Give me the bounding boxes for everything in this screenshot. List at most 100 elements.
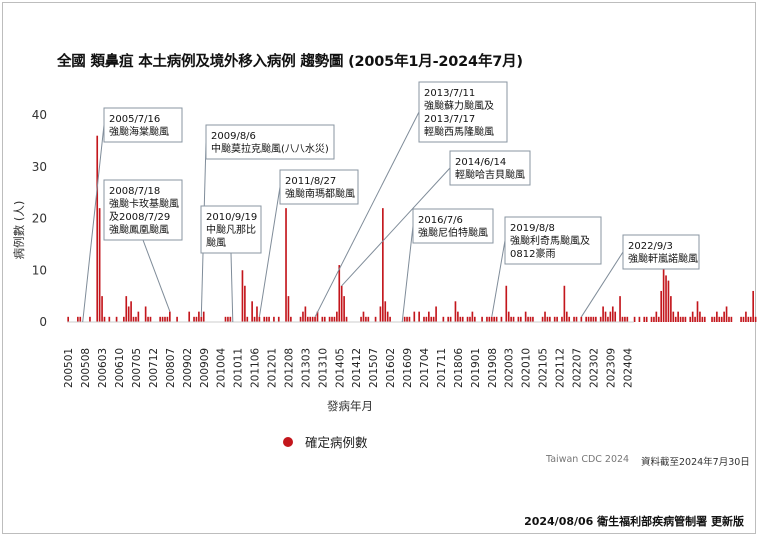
- x-tick-label: 200705: [131, 348, 143, 388]
- bar: [159, 316, 161, 322]
- bar: [164, 316, 166, 322]
- bar: [67, 316, 69, 322]
- bar: [367, 316, 370, 322]
- bar: [519, 316, 522, 322]
- bar: [306, 316, 309, 322]
- x-tick-label: 201106: [250, 348, 262, 388]
- x-tick-label: 200603: [97, 348, 109, 388]
- annotation-leader-line: [401, 225, 414, 323]
- annotation-text: 強颱尼伯特颱風: [418, 226, 488, 239]
- bar: [331, 316, 333, 322]
- bar: [599, 316, 602, 322]
- annotation-text: 颱風: [206, 237, 226, 249]
- annotation-box: [200, 205, 262, 254]
- bar: [684, 316, 687, 322]
- bar: [302, 311, 304, 322]
- y-tick-label: 20: [32, 212, 47, 226]
- as-of-text: 資料截至2024年7月30日: [641, 457, 750, 468]
- bar: [575, 316, 578, 322]
- bar: [679, 316, 682, 322]
- x-tick-label: 200807: [165, 348, 177, 388]
- bar: [754, 316, 757, 322]
- annotation-text: 中颱凡那比: [206, 223, 256, 236]
- bar: [314, 316, 316, 322]
- bar: [244, 285, 246, 322]
- annotation-leader-line: [258, 186, 281, 317]
- bar: [713, 316, 716, 322]
- bar: [611, 306, 614, 322]
- bar: [432, 316, 435, 322]
- bar: [655, 311, 658, 322]
- x-tick-label: 201201: [267, 348, 279, 388]
- bar: [96, 135, 99, 322]
- bar: [691, 311, 694, 322]
- bar: [447, 316, 450, 322]
- bar: [561, 316, 563, 322]
- bar: [123, 316, 125, 322]
- bar: [403, 316, 406, 322]
- bar: [653, 316, 655, 322]
- bar: [457, 311, 459, 322]
- bar: [532, 316, 534, 322]
- x-tick-label: 200610: [114, 348, 126, 388]
- bar: [728, 316, 730, 322]
- bar: [660, 290, 663, 322]
- bar: [161, 316, 164, 322]
- bar: [442, 316, 445, 322]
- bar: [198, 311, 200, 322]
- annotation-box: [205, 124, 335, 160]
- bar: [265, 316, 268, 322]
- x-tick-label: 201704: [419, 348, 431, 388]
- bar: [365, 316, 367, 322]
- y-tick-label: 30: [32, 160, 47, 174]
- bar: [176, 316, 178, 322]
- bar: [256, 306, 258, 322]
- bar: [423, 316, 425, 322]
- bar: [454, 301, 457, 322]
- annotation-text: 2005/7/16: [109, 114, 160, 125]
- bar: [670, 296, 672, 323]
- bar: [466, 316, 469, 322]
- annotation-box: [418, 81, 508, 143]
- bar: [607, 316, 609, 322]
- bar: [449, 316, 452, 322]
- bar: [696, 301, 699, 322]
- bar: [592, 316, 595, 322]
- bar: [699, 311, 701, 322]
- x-tick-label: 202309: [605, 348, 617, 388]
- bar: [258, 316, 261, 322]
- bar: [500, 316, 503, 322]
- bar: [725, 306, 728, 322]
- x-tick-label: 201405: [334, 348, 346, 388]
- bar: [650, 316, 653, 322]
- bar: [379, 306, 382, 322]
- bar: [195, 316, 198, 322]
- bar: [263, 316, 266, 322]
- bar: [481, 316, 483, 322]
- x-tick-label: 200501: [63, 348, 75, 388]
- x-tick-label: 202003: [504, 348, 516, 388]
- bar: [745, 311, 747, 322]
- annotation-text: 強颱蘇力颱風及: [424, 99, 494, 112]
- annotation-box: [103, 107, 183, 143]
- legend: 確定病例數: [283, 432, 368, 451]
- bar: [546, 316, 549, 322]
- bar: [290, 316, 292, 322]
- x-tick-label: 201208: [284, 348, 296, 388]
- credit-text: Taiwan CDC 2024: [546, 454, 630, 465]
- bar: [169, 311, 171, 322]
- bar: [413, 311, 416, 322]
- bar: [549, 316, 551, 322]
- bar: [246, 316, 249, 322]
- bar: [166, 316, 169, 322]
- bar: [471, 311, 474, 322]
- annotation-leader-line: [142, 239, 171, 312]
- annotation-leader-line: [314, 111, 420, 318]
- bar: [89, 316, 91, 322]
- bar: [505, 285, 508, 322]
- bar: [742, 316, 745, 322]
- x-tick-label: 201303: [300, 348, 312, 388]
- y-tick-label: 0: [39, 315, 47, 329]
